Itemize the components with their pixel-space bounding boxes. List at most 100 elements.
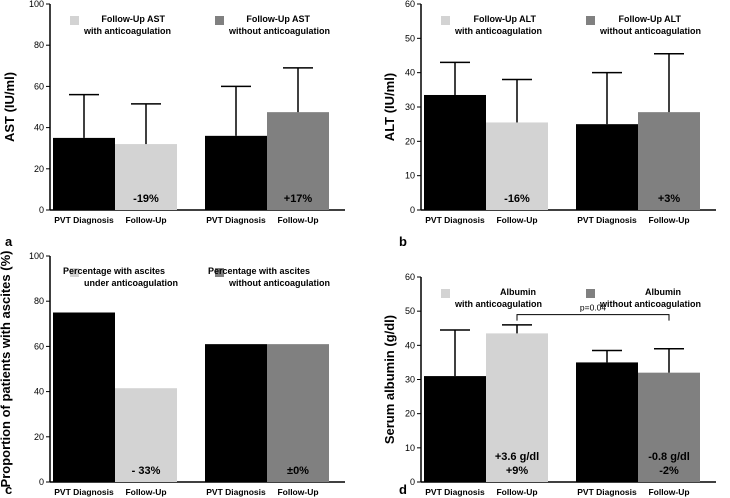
bar [205,344,267,482]
bar [53,137,115,210]
legend-entry: without anticoagulation [228,26,330,36]
y-tick-label: 40 [405,68,415,78]
y-tick-label: 60 [405,0,415,9]
legend-swatch [215,268,224,277]
y-tick-label: 40 [405,340,415,350]
y-tick-label: 50 [405,33,415,43]
x-tick-label: PVT Diagnosis [577,215,637,225]
y-tick-label: 0 [410,205,415,215]
data-label: -19% [133,193,159,205]
y-tick-label: 10 [405,171,415,181]
y-tick-label: 0 [39,477,44,487]
y-tick-label: 60 [34,341,44,351]
legend-entry: Albumin [500,287,536,297]
y-axis-label: Proportion of patients with ascites (%) [0,251,13,488]
y-tick-label: 20 [34,164,44,174]
x-tick-label: Follow-Up [277,215,318,225]
legend-swatch [70,268,79,277]
y-tick-label: 0 [410,477,415,487]
y-tick-label: 50 [405,306,415,316]
data-label: -16% [504,193,530,205]
chart-panel-b: 0 10 20 30 40 50 60 ALT (IU/ml) PVT Diagnosis Fol… [382,0,716,249]
legend-entry: Percentage with ascites [63,266,165,276]
data-label: +3% [658,193,681,205]
y-tick-label: 40 [34,123,44,133]
x-tick-label: PVT Diagnosis [54,215,114,225]
x-tick-label: PVT Diagnosis [206,215,266,225]
y-tick-label: 30 [405,375,415,385]
y-tick-label: 10 [405,443,415,453]
legend-entry: without anticoagulation [228,278,330,288]
bar [424,376,486,482]
bar [638,112,700,210]
y-tick-label: 20 [34,432,44,442]
legend-entry: Follow-Up ALT [619,14,682,24]
y-tick-label: 20 [405,409,415,419]
legend-entry: Albumin [645,287,681,297]
bar [486,122,548,210]
data-label: +17% [284,193,313,205]
bar [638,372,700,482]
data-label: +3.6 g/dl [495,451,539,463]
y-tick-label: 100 [29,0,44,9]
bar [486,333,548,482]
y-tick-label: 30 [405,102,415,112]
panel-label: a [5,234,13,249]
y-tick-label: 60 [405,272,415,282]
legend-swatch [70,16,79,25]
legend-entry: Follow-Up AST [246,14,310,24]
x-tick-label: Follow-Up [496,215,537,225]
x-tick-label: Follow-Up [125,215,166,225]
bar [115,388,177,482]
x-tick-label: Follow-Up [277,487,318,497]
legend-entry: with anticoagulation [454,26,542,36]
chart-panel-a: 0 20 40 60 80 100 AST (IU/ml) PVT Diagnosis Foll… [2,0,345,249]
legend-entry: Follow-Up ALT [474,14,537,24]
legend-entry: without anticoagulation [599,26,701,36]
y-tick-label: 60 [34,81,44,91]
panel-label: c [5,482,12,497]
significance-label: p=0.04 [580,303,607,313]
x-tick-label: PVT Diagnosis [54,487,114,497]
legend-entry: Percentage with ascites [208,266,310,276]
y-axis-label: ALT (IU/ml) [382,73,397,141]
y-axis-label: AST (IU/ml) [2,72,17,142]
legend-swatch [441,16,450,25]
x-tick-label: Follow-Up [496,487,537,497]
y-tick-label: 20 [405,136,415,146]
data-label: - 33% [132,465,161,477]
legend-swatch [215,16,224,25]
legend-swatch [441,289,450,298]
data-label: +9% [506,465,529,477]
bar [205,135,267,210]
panel-label: b [399,234,407,249]
legend-entry: without anticoagulation [599,299,701,309]
bar [576,362,638,482]
y-axis-label: Serum albumin (g/dl) [382,315,397,444]
x-tick-label: PVT Diagnosis [425,215,485,225]
bar [576,124,638,210]
bar [53,312,115,482]
data-label: ±0% [287,465,309,477]
legend-entry: Follow-Up AST [101,14,165,24]
y-tick-label: 0 [39,205,44,215]
significance-bracket [516,314,670,321]
legend-swatch [586,16,595,25]
x-tick-label: PVT Diagnosis [577,487,637,497]
bar [424,94,486,210]
x-tick-label: Follow-Up [125,487,166,497]
bar [115,144,177,210]
x-tick-label: Follow-Up [648,215,689,225]
y-tick-label: 80 [34,296,44,306]
legend-entry: under anticoagulation [84,278,178,288]
bar [267,112,329,210]
chart-panel-c: 0 20 40 60 80 100 Proportion of patients with … [0,251,345,497]
y-tick-label: 80 [34,40,44,50]
legend-entry: with anticoagulation [83,26,171,36]
data-label: -0.8 g/dl [648,451,690,463]
x-tick-label: PVT Diagnosis [206,487,266,497]
x-tick-label: Follow-Up [648,487,689,497]
legend-swatch [586,289,595,298]
y-tick-label: 40 [34,387,44,397]
